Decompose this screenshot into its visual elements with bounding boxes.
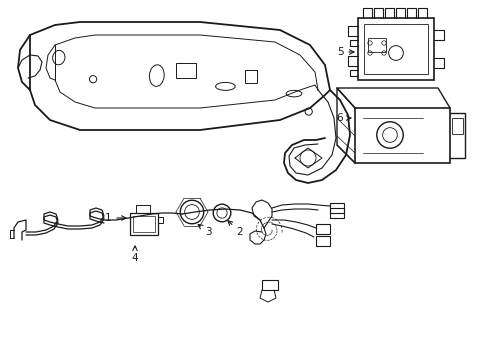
Bar [130,213,158,235]
Bar [316,236,330,246]
Text: 2: 2 [228,221,244,237]
Bar [368,38,386,52]
Text: 3: 3 [198,224,211,237]
Bar [316,224,330,234]
Text: 6: 6 [337,113,351,123]
Bar [355,108,450,163]
Text: 1: 1 [105,213,126,223]
Bar [176,63,196,78]
Bar [358,18,434,80]
Bar [262,280,278,290]
Bar [452,118,463,134]
Bar [245,70,257,83]
Text: 4: 4 [132,246,138,263]
Bar [330,203,344,213]
Text: 5: 5 [337,47,354,57]
Bar [364,24,428,74]
Bar [133,216,155,232]
Bar [330,208,344,218]
